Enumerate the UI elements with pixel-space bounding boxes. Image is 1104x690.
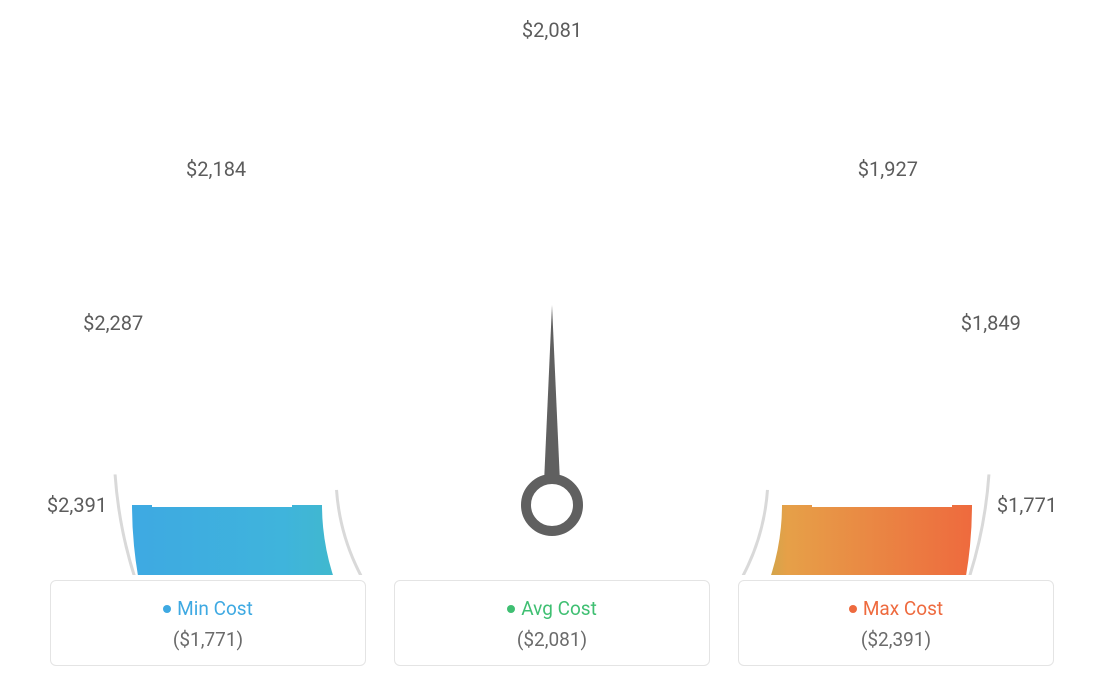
legend-avg-value: ($2,081) [395,628,709,651]
gauge-tick-label: $1,849 [961,311,1021,335]
legend-card-avg: Avg Cost ($2,081) [394,580,710,666]
legend-min-title: Min Cost [51,597,365,620]
gauge-tick-label: $2,081 [522,18,582,42]
chart-container: $1,771 $1,849 $1,927 $2,081 $2,184 $2,287 $2,3… [0,0,1104,690]
legend-avg-title: Avg Cost [395,597,709,620]
cost-gauge: $1,771$1,849$1,927$2,081$2,184$2,287$2,3… [72,35,1032,575]
legend-max-title-text: Max Cost [863,597,943,620]
legend-max-value: ($2,391) [739,628,1053,651]
legend-avg-title-text: Avg Cost [521,597,597,620]
gauge-tick-label: $2,184 [186,157,246,181]
gauge-tick-label: $1,927 [858,157,918,181]
legend-min-title-text: Min Cost [177,597,253,620]
legend-card-max: Max Cost ($2,391) [738,580,1054,666]
gauge-tick-label: $2,287 [83,311,143,335]
legend-min-value: ($1,771) [51,628,365,651]
gauge-tick-label: $2,391 [47,493,107,517]
legend-row: Min Cost ($1,771) Avg Cost ($2,081) Max … [50,580,1054,666]
dot-icon [849,605,857,613]
gauge-tick-label: $1,771 [997,493,1057,517]
dot-icon [507,605,515,613]
legend-max-title: Max Cost [739,597,1053,620]
legend-card-min: Min Cost ($1,771) [50,580,366,666]
dot-icon [163,605,171,613]
